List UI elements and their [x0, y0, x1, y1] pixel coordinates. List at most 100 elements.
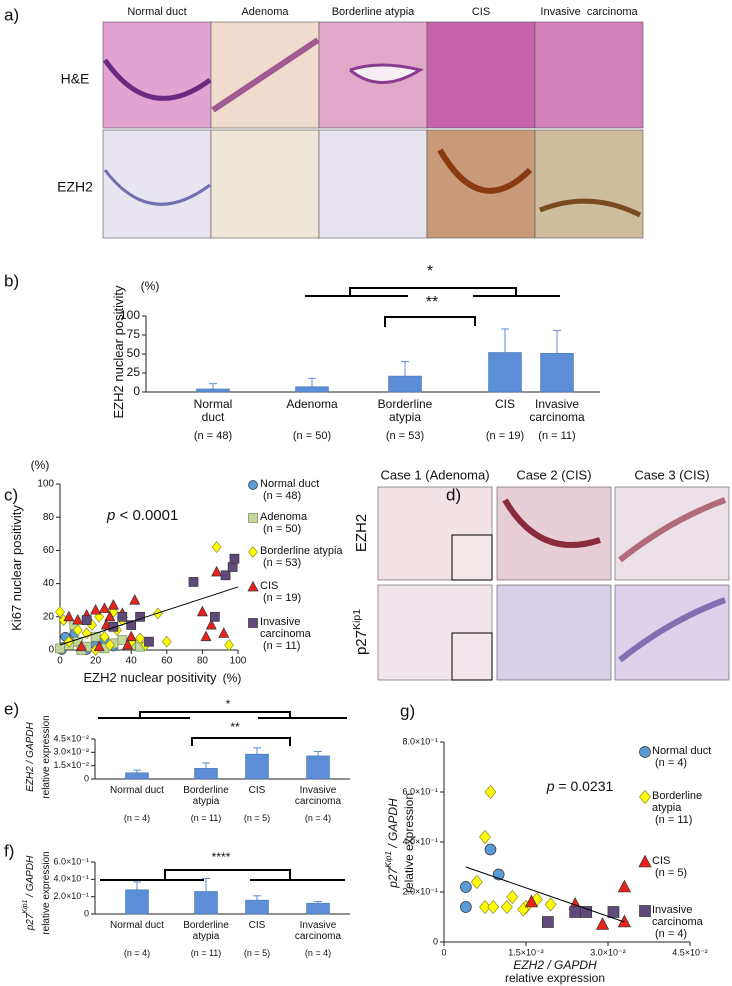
marker [595, 917, 610, 930]
marker [135, 611, 145, 622]
n-label: (n = 5) [243, 813, 271, 823]
significance-label: ** [230, 720, 240, 734]
n-label: (n = 11) [190, 948, 222, 958]
marker [144, 636, 154, 647]
marker [500, 899, 513, 915]
legend-n: (n = 11) [655, 814, 693, 827]
micrograph [377, 486, 493, 581]
tissue-decoration [211, 37, 320, 113]
x-tick-label: 20 [90, 656, 102, 667]
legend-name: CIS [260, 580, 279, 592]
marker [72, 624, 83, 637]
micrograph [534, 129, 644, 239]
x-tick-label: CIS [248, 785, 266, 796]
marker [580, 906, 592, 918]
label: p27Kip1 / GAPDH [22, 855, 36, 931]
legend-name: Normal duct [260, 478, 320, 490]
label-part: Kip1 [351, 609, 363, 630]
legend-name: Borderline atypia [260, 545, 343, 557]
legend-marker [639, 746, 651, 758]
bar [488, 352, 522, 393]
marker [126, 620, 137, 630]
legend-item: CIS (n = 19) [260, 580, 354, 604]
marker [104, 610, 116, 622]
legend-name: Borderline atypia [652, 790, 703, 815]
marker [617, 879, 632, 893]
n-label: (n = 50) [292, 430, 332, 442]
marker [99, 630, 110, 643]
bar [295, 386, 329, 393]
bar [540, 352, 574, 393]
marker [129, 594, 141, 605]
micrograph-grid-d [377, 486, 730, 681]
label-part: / GAPDH [25, 855, 36, 900]
y-tick-label: 4.0×10⁻¹ [53, 874, 89, 884]
micrograph [318, 129, 428, 239]
y-tick-label: 0 [84, 908, 89, 918]
legend-marker [248, 618, 258, 628]
legend-marker [639, 905, 651, 917]
n-label: (n = 4) [304, 813, 332, 823]
marker [569, 906, 582, 918]
legend-name: Normal duct [652, 745, 712, 757]
column-header: Invasive carcinoma [540, 6, 638, 18]
x-tick-label: 100 [230, 656, 247, 667]
y-tick-label: 40 [43, 578, 55, 589]
label-part: Ki67 nuclear positivity [9, 505, 24, 631]
micrograph [496, 486, 612, 581]
panel-label: b) [4, 271, 19, 290]
significance-bracket [384, 316, 476, 327]
micrograph [614, 584, 730, 681]
n-label: (n = 48) [193, 430, 233, 442]
legend-item: Invasive carcinoma (n = 4) [652, 904, 712, 940]
marker [542, 916, 554, 928]
marker [460, 881, 472, 893]
row-label: EZH2 [57, 179, 93, 195]
marker [93, 640, 105, 652]
legend-item: Invasive carcinoma (n = 11) [260, 616, 354, 652]
label: EZH2 nuclear positivity [111, 285, 126, 418]
legend-marker [248, 513, 258, 523]
legend-marker [247, 580, 259, 592]
legend-name: CIS [652, 855, 671, 867]
label: EZH2 / GAPDH [513, 958, 597, 972]
column-header: Case 1 (Adenoma) [380, 467, 489, 482]
marker [81, 627, 92, 640]
micrograph [496, 584, 612, 681]
label-part: p [106, 507, 115, 524]
legend-n: (n = 50) [263, 523, 302, 536]
label: relative expression [41, 851, 52, 934]
x-tick-label: Invasive carcinoma [529, 397, 585, 425]
marker [196, 605, 208, 617]
legend-item: Normal duct (n = 48) [260, 478, 354, 502]
panel-label: c) [4, 485, 18, 504]
bar [306, 755, 330, 780]
y-tick-label: 8.0×10⁻¹ [402, 736, 438, 746]
legend-marker [638, 854, 652, 868]
x-tick-label: Normal duct [110, 785, 164, 796]
n-label: (n = 11) [538, 430, 576, 442]
x-tick-label: Borderline atypia [183, 920, 229, 942]
bar [196, 388, 230, 393]
y-unit: (%) [31, 458, 50, 472]
trendline [465, 866, 625, 923]
legend-n: (n = 11) [263, 640, 301, 653]
legend-item: Borderline atypia (n = 11) [652, 790, 712, 826]
marker [135, 632, 146, 645]
y-tick-label: 100 [37, 479, 54, 490]
legend-marker [639, 789, 651, 805]
marker [544, 897, 557, 912]
marker [617, 914, 632, 928]
marker [107, 599, 119, 610]
significance-bracket [100, 869, 345, 881]
column-header: Borderline atypia [332, 6, 415, 18]
x-tick-label: 60 [161, 656, 173, 667]
x-tick-label: 40 [126, 656, 138, 667]
n-label: (n = 19) [485, 430, 525, 442]
y-tick-label: 0 [48, 645, 54, 656]
legend-n: (n = 5) [655, 867, 688, 880]
label-part: EZH2 / GAPDH [513, 958, 597, 972]
legend-item: Adenoma (n = 50) [260, 511, 354, 535]
label-part: EZH2 [353, 514, 370, 552]
